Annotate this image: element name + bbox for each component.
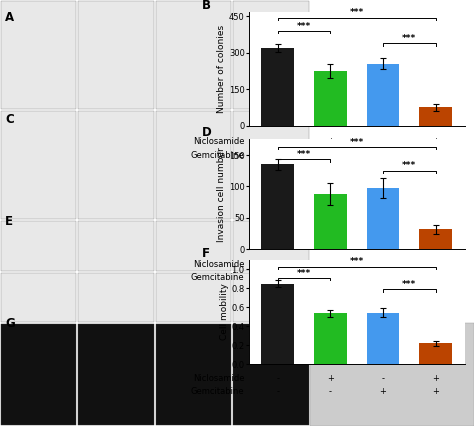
Text: -: - bbox=[382, 374, 384, 383]
Bar bbox=[419, 343, 452, 364]
Bar bbox=[1, 273, 76, 322]
Bar bbox=[1, 221, 76, 271]
Bar bbox=[310, 323, 474, 426]
Text: -: - bbox=[329, 273, 332, 282]
Bar bbox=[79, 111, 154, 219]
Bar bbox=[1, 1, 76, 109]
Bar bbox=[234, 273, 309, 322]
Text: ***: *** bbox=[349, 8, 364, 17]
Text: ***: *** bbox=[349, 138, 364, 147]
Text: D: D bbox=[201, 126, 211, 139]
Bar bbox=[262, 164, 294, 249]
Text: +: + bbox=[432, 273, 439, 282]
Text: ***: *** bbox=[402, 280, 417, 289]
Text: -: - bbox=[329, 387, 332, 396]
Bar bbox=[156, 221, 231, 271]
Bar bbox=[156, 324, 231, 425]
Text: -: - bbox=[382, 137, 384, 146]
Text: -: - bbox=[276, 260, 279, 269]
Text: +: + bbox=[380, 151, 386, 160]
Text: +: + bbox=[327, 374, 334, 383]
Text: Gemcitabine: Gemcitabine bbox=[191, 273, 245, 282]
Bar bbox=[79, 1, 154, 109]
Text: +: + bbox=[432, 260, 439, 269]
Text: ***: *** bbox=[402, 34, 417, 43]
Text: Niclosamide: Niclosamide bbox=[193, 260, 245, 269]
Text: +: + bbox=[432, 151, 439, 160]
Text: ***: *** bbox=[297, 268, 311, 278]
Bar bbox=[262, 48, 294, 126]
Bar bbox=[79, 273, 154, 322]
Bar bbox=[314, 71, 346, 126]
Bar bbox=[79, 221, 154, 271]
Text: +: + bbox=[432, 374, 439, 383]
Bar bbox=[314, 314, 346, 364]
Bar bbox=[1, 324, 76, 425]
Text: ***: *** bbox=[297, 150, 311, 159]
Bar bbox=[234, 111, 309, 219]
Text: +: + bbox=[432, 387, 439, 396]
Text: +: + bbox=[432, 137, 439, 146]
Bar bbox=[156, 273, 231, 322]
Bar bbox=[1, 111, 76, 219]
Text: Gemcitabine: Gemcitabine bbox=[191, 151, 245, 160]
Text: -: - bbox=[276, 273, 279, 282]
Bar bbox=[367, 64, 399, 126]
Text: F: F bbox=[201, 247, 210, 260]
Text: +: + bbox=[327, 137, 334, 146]
Text: +: + bbox=[380, 273, 386, 282]
Text: Niclosamide: Niclosamide bbox=[193, 374, 245, 383]
Text: -: - bbox=[276, 387, 279, 396]
Text: ***: *** bbox=[349, 257, 364, 266]
Bar bbox=[234, 221, 309, 271]
Text: -: - bbox=[276, 374, 279, 383]
Bar bbox=[262, 284, 294, 364]
Y-axis label: Cell mobility: Cell mobility bbox=[219, 284, 228, 340]
Text: -: - bbox=[276, 151, 279, 160]
Text: H: H bbox=[312, 324, 322, 337]
Bar bbox=[419, 229, 452, 249]
Text: -: - bbox=[329, 151, 332, 160]
Text: Gemcitabine: Gemcitabine bbox=[191, 387, 245, 396]
Text: +: + bbox=[327, 260, 334, 269]
Text: ***: *** bbox=[297, 22, 311, 31]
Y-axis label: Invasion cell number: Invasion cell number bbox=[217, 147, 226, 242]
Bar bbox=[156, 1, 231, 109]
Bar bbox=[234, 324, 309, 425]
Text: A: A bbox=[5, 11, 14, 24]
Text: ***: *** bbox=[402, 161, 417, 170]
Text: Niclosamide: Niclosamide bbox=[193, 137, 245, 146]
Bar bbox=[419, 107, 452, 126]
Text: G: G bbox=[5, 317, 15, 331]
Text: +: + bbox=[380, 387, 386, 396]
Bar bbox=[367, 188, 399, 249]
Text: -: - bbox=[276, 137, 279, 146]
Bar bbox=[367, 313, 399, 364]
Text: C: C bbox=[5, 113, 14, 126]
Y-axis label: Number of colonies: Number of colonies bbox=[217, 25, 226, 112]
Text: -: - bbox=[382, 260, 384, 269]
Bar bbox=[314, 194, 346, 249]
Text: E: E bbox=[5, 215, 13, 228]
Bar bbox=[156, 111, 231, 219]
Bar bbox=[79, 324, 154, 425]
Text: B: B bbox=[201, 0, 210, 12]
Bar bbox=[234, 1, 309, 109]
